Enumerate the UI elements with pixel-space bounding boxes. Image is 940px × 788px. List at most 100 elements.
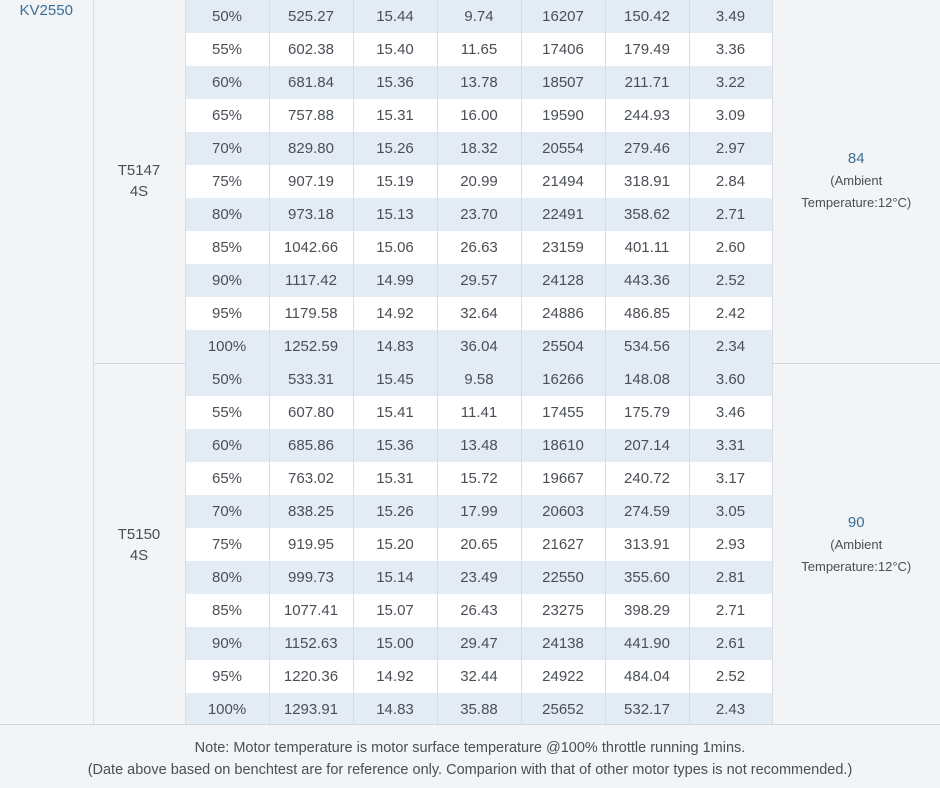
table-row: KV2550 T5147 4S 50% 525.27 15.44 9.74 16207 150.… bbox=[0, 0, 940, 726]
table-cell: 26.63 bbox=[437, 231, 522, 264]
table-cell: 100% bbox=[185, 693, 270, 726]
table-body: KV2550 T5147 4S 50% 525.27 15.44 9.74 16207 150.… bbox=[0, 0, 940, 726]
table-cell: 2.93 bbox=[689, 528, 773, 561]
ambient-label: (Ambient bbox=[830, 173, 883, 189]
table-cell: 19667 bbox=[521, 462, 606, 495]
table-cell: 95% bbox=[185, 297, 270, 330]
table-cell: 22491 bbox=[521, 198, 606, 231]
table-cell: 60% bbox=[185, 66, 270, 99]
table-cell: 2.43 bbox=[689, 693, 773, 726]
table-cell: 14.92 bbox=[353, 660, 438, 693]
table-row: 70% 829.80 15.26 18.32 20554 279.46 2.97 bbox=[0, 132, 940, 165]
footnote-line-1: Note: Motor temperature is motor surface… bbox=[194, 740, 746, 756]
table-row: 55% 607.80 15.41 11.41 17455 175.79 3.46 bbox=[0, 396, 940, 429]
table-cell: 150.42 bbox=[605, 0, 690, 33]
table-cell: 15.36 bbox=[353, 66, 438, 99]
propeller-name: T5150 bbox=[117, 525, 161, 543]
table-cell: 15.45 bbox=[353, 363, 438, 396]
table-cell: 1293.91 bbox=[269, 693, 354, 726]
table-cell: 21494 bbox=[521, 165, 606, 198]
table-cell: 685.86 bbox=[269, 429, 354, 462]
table-cell: 18507 bbox=[521, 66, 606, 99]
table-cell: 1179.58 bbox=[269, 297, 354, 330]
table-cell: 15.26 bbox=[353, 495, 438, 528]
table-cell: 175.79 bbox=[605, 396, 690, 429]
table-cell: 24922 bbox=[521, 660, 606, 693]
table-cell: 18610 bbox=[521, 429, 606, 462]
table-row: 85% 1077.41 15.07 26.43 23275 398.29 2.71 bbox=[0, 594, 940, 627]
table-cell: 2.97 bbox=[689, 132, 773, 165]
table-cell: 55% bbox=[185, 33, 270, 66]
table-cell: 15.07 bbox=[353, 594, 438, 627]
temperature-cell: 84 (Ambient Temperature:12°C) bbox=[772, 0, 940, 364]
temperature-value: 90 bbox=[847, 513, 865, 531]
table-cell: 2.42 bbox=[689, 297, 773, 330]
table-row: 100% 1293.91 14.83 35.88 25652 532.17 2.43 bbox=[0, 693, 940, 726]
table-cell: 3.17 bbox=[689, 462, 773, 495]
table-cell: 15.06 bbox=[353, 231, 438, 264]
ambient-temperature: Temperature:12°C) bbox=[801, 558, 912, 574]
table-cell: 757.88 bbox=[269, 99, 354, 132]
table-row: 90% 1152.63 15.00 29.47 24138 441.90 2.61 bbox=[0, 627, 940, 660]
table-cell: 3.31 bbox=[689, 429, 773, 462]
motor-model-cell: KV2550 bbox=[0, 0, 94, 726]
table-cell: 14.83 bbox=[353, 693, 438, 726]
footnote: Note: Motor temperature is motor surface… bbox=[0, 724, 940, 788]
table-cell: 15.26 bbox=[353, 132, 438, 165]
table-cell: 15.72 bbox=[437, 462, 522, 495]
footnote-line-2: (Date above based on benchtest are for r… bbox=[87, 762, 853, 778]
table-cell: 2.71 bbox=[689, 198, 773, 231]
table-cell: 15.14 bbox=[353, 561, 438, 594]
table-cell: 19590 bbox=[521, 99, 606, 132]
table-cell: 1220.36 bbox=[269, 660, 354, 693]
table-cell: 1042.66 bbox=[269, 231, 354, 264]
table-cell: 999.73 bbox=[269, 561, 354, 594]
table-cell: 973.18 bbox=[269, 198, 354, 231]
table-cell: 60% bbox=[185, 429, 270, 462]
table-cell: 20.65 bbox=[437, 528, 522, 561]
table-row: 55% 602.38 15.40 11.65 17406 179.49 3.36 bbox=[0, 33, 940, 66]
table-cell: 50% bbox=[185, 0, 270, 33]
table-cell: 525.27 bbox=[269, 0, 354, 33]
table-cell: 15.44 bbox=[353, 0, 438, 33]
table-cell: 18.32 bbox=[437, 132, 522, 165]
table-cell: 2.84 bbox=[689, 165, 773, 198]
table-cell: 533.31 bbox=[269, 363, 354, 396]
table-cell: 681.84 bbox=[269, 66, 354, 99]
table-row: 85% 1042.66 15.06 26.63 23159 401.11 2.60 bbox=[0, 231, 940, 264]
table-cell: 17406 bbox=[521, 33, 606, 66]
propeller-cell: T5147 4S bbox=[93, 0, 186, 364]
table-cell: 1252.59 bbox=[269, 330, 354, 363]
table-cell: 23159 bbox=[521, 231, 606, 264]
table-cell: 14.99 bbox=[353, 264, 438, 297]
table-cell: 16266 bbox=[521, 363, 606, 396]
table-cell: 829.80 bbox=[269, 132, 354, 165]
table-cell: 32.64 bbox=[437, 297, 522, 330]
table-cell: 441.90 bbox=[605, 627, 690, 660]
table-cell: 763.02 bbox=[269, 462, 354, 495]
table-cell: 75% bbox=[185, 528, 270, 561]
table-cell: 16.00 bbox=[437, 99, 522, 132]
table-cell: 838.25 bbox=[269, 495, 354, 528]
table-cell: 534.56 bbox=[605, 330, 690, 363]
table-cell: 15.19 bbox=[353, 165, 438, 198]
table-cell: 65% bbox=[185, 99, 270, 132]
table-cell: 26.43 bbox=[437, 594, 522, 627]
table-cell: 3.60 bbox=[689, 363, 773, 396]
table-cell: 240.72 bbox=[605, 462, 690, 495]
temperature-cell: 90 (Ambient Temperature:12°C) bbox=[772, 363, 940, 726]
table-cell: 20603 bbox=[521, 495, 606, 528]
propeller-name: T5147 bbox=[117, 162, 161, 180]
table-cell: 35.88 bbox=[437, 693, 522, 726]
table-cell: 313.91 bbox=[605, 528, 690, 561]
table-cell: 15.31 bbox=[353, 99, 438, 132]
table-cell: 358.62 bbox=[605, 198, 690, 231]
table-cell: 95% bbox=[185, 660, 270, 693]
table-cell: 90% bbox=[185, 264, 270, 297]
table-cell: 15.00 bbox=[353, 627, 438, 660]
table-cell: 70% bbox=[185, 132, 270, 165]
table-cell: 919.95 bbox=[269, 528, 354, 561]
table-cell: 2.81 bbox=[689, 561, 773, 594]
ambient-temperature: Temperature:12°C) bbox=[801, 195, 912, 211]
